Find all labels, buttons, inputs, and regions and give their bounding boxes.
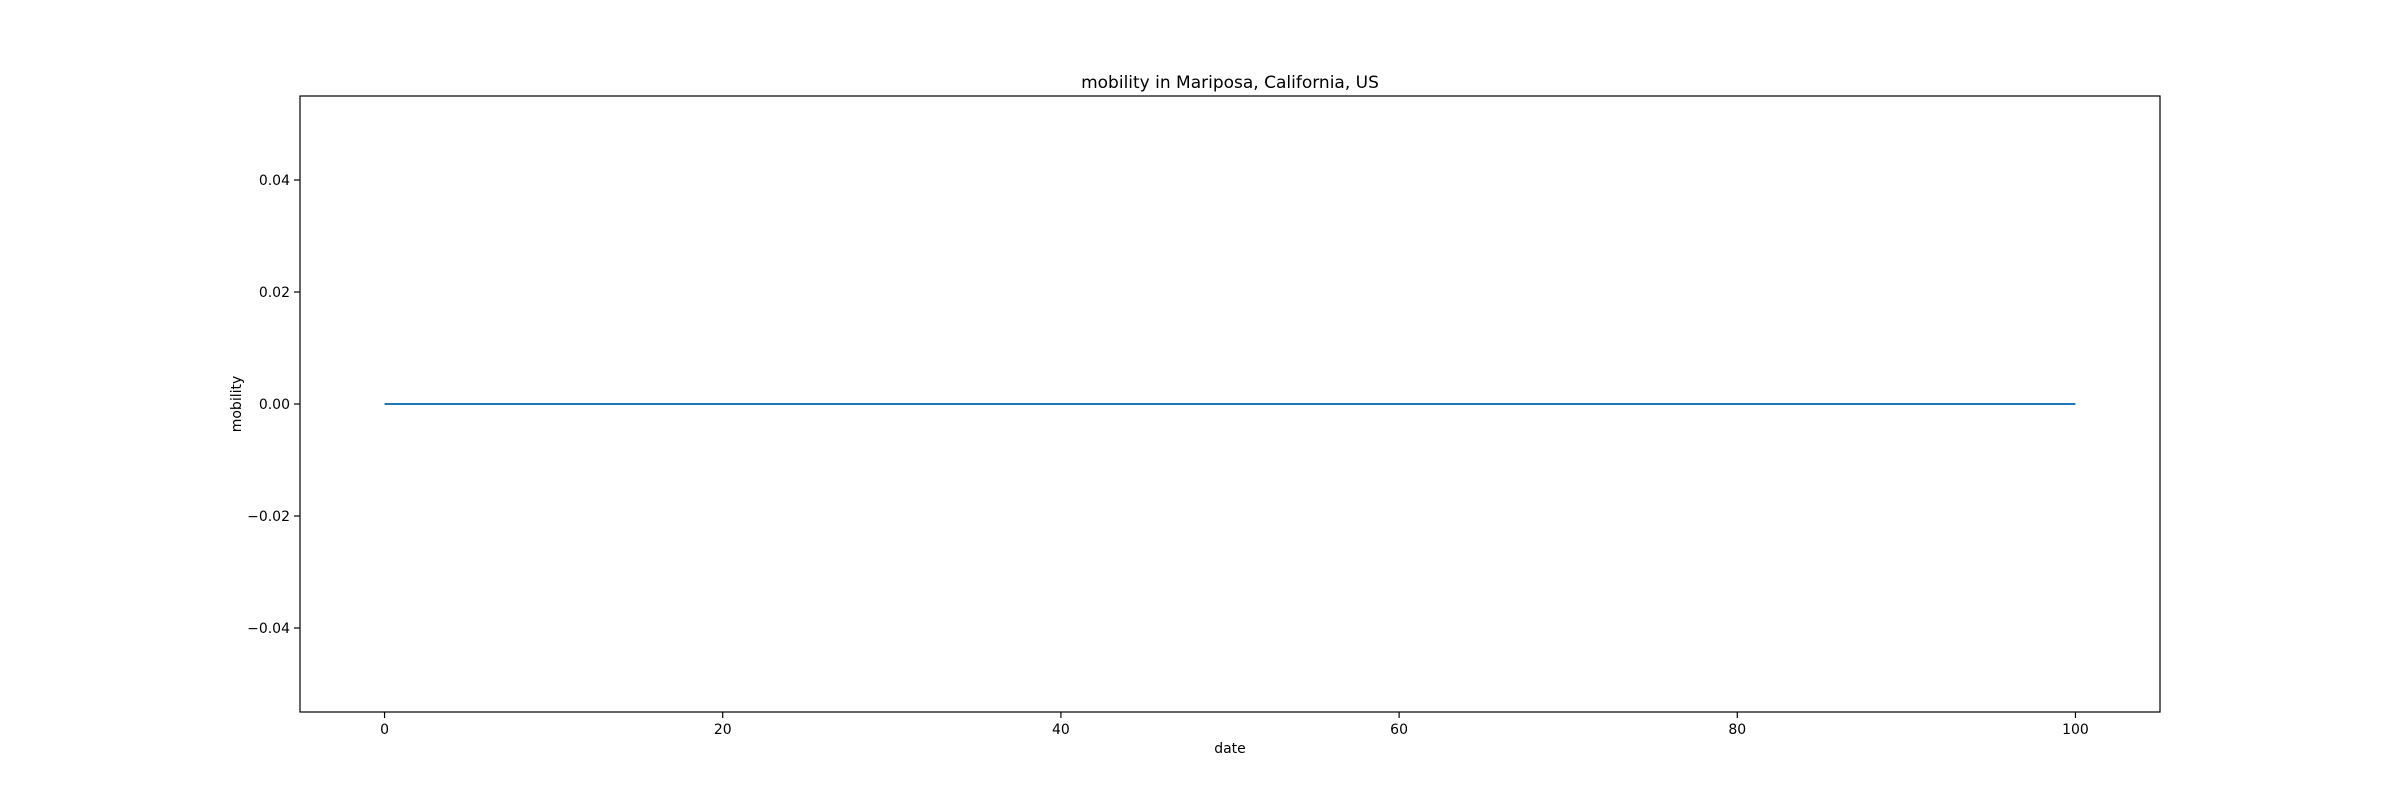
chart-title: mobility in Mariposa, California, US — [1081, 73, 1379, 93]
x-tick-label: 60 — [1390, 722, 1408, 738]
x-tick-label: 20 — [714, 722, 732, 738]
x-axis: 0 20 40 60 80 100 — [380, 712, 2089, 738]
y-tick-label: 0.04 — [259, 173, 290, 189]
x-tick-label: 80 — [1728, 722, 1746, 738]
x-tick-label: 40 — [1052, 722, 1070, 738]
y-axis-label: mobility — [229, 376, 245, 433]
x-tick-label: 100 — [2062, 722, 2089, 738]
x-tick-label: 0 — [380, 722, 389, 738]
y-tick-label: −0.04 — [247, 621, 290, 637]
y-axis: −0.04 −0.02 0.00 0.02 0.04 — [247, 173, 300, 637]
x-axis-label: date — [1214, 741, 1246, 757]
y-tick-label: 0.02 — [259, 285, 290, 301]
y-tick-label: 0.00 — [259, 397, 290, 413]
y-tick-label: −0.02 — [247, 509, 290, 525]
